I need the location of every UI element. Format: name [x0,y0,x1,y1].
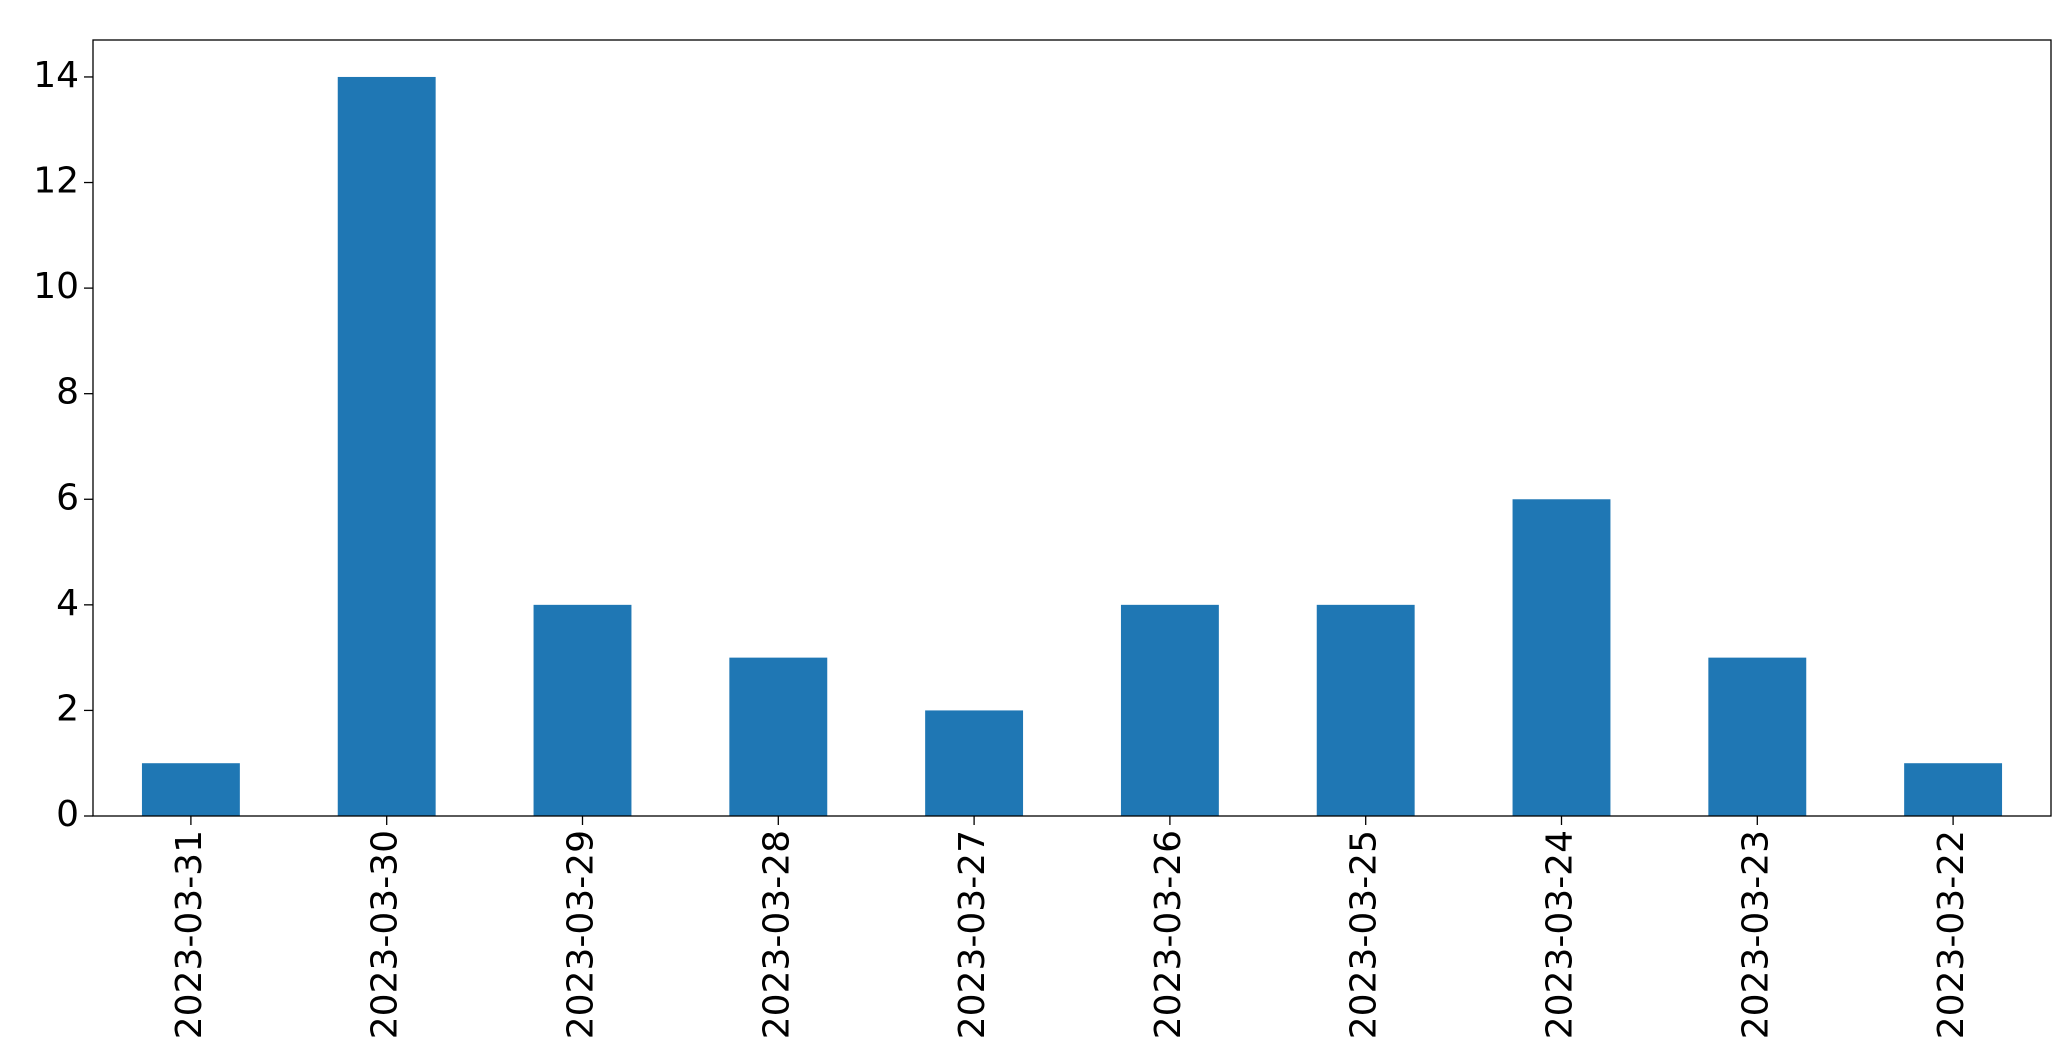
y-tick-label: 6 [56,477,79,518]
x-tick-label: 2023-03-31 [169,830,210,1039]
bar [925,710,1024,816]
bar [141,763,240,816]
bar [1904,763,2003,816]
plot-frame [92,39,2052,817]
bar [729,657,828,816]
y-tick-label: 14 [33,55,79,96]
bar [533,604,632,816]
bar [1316,604,1415,816]
bar [1512,499,1611,816]
y-tick-label: 10 [33,266,79,307]
y-tick-label: 8 [56,372,79,413]
y-tick-label: 12 [33,161,79,202]
x-tick-label: 2023-03-26 [1148,830,1189,1039]
bar [1708,657,1807,816]
y-tick-label: 4 [56,583,79,624]
bar [337,76,436,816]
y-tick-label: 2 [56,688,79,729]
y-tick-label: 0 [56,794,79,835]
x-tick-label: 2023-03-24 [1540,830,1581,1039]
x-tick-label: 2023-03-29 [561,830,602,1039]
x-tick-label: 2023-03-23 [1735,830,1776,1039]
bar [1120,604,1219,816]
x-tick-label: 2023-03-25 [1344,830,1385,1039]
x-tick-label: 2023-03-28 [756,830,797,1039]
x-tick-label: 2023-03-30 [365,830,406,1039]
x-tick-label: 2023-03-22 [1931,830,1972,1039]
x-tick-label: 2023-03-27 [952,830,993,1039]
